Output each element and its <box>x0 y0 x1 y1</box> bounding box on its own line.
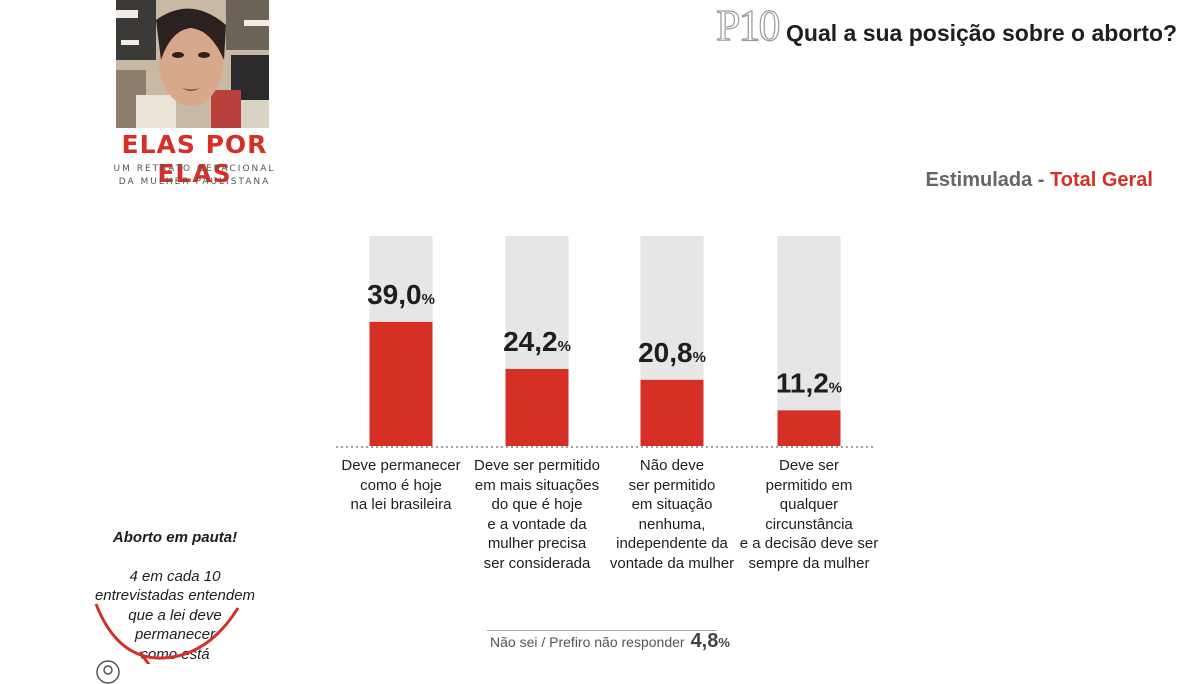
no-answer-value: 4,8 <box>690 630 719 652</box>
category-label: Deve ser permitido em mais situações do … <box>474 457 600 572</box>
data-label-value: 11,2 <box>776 367 829 398</box>
data-label: 11,2% <box>776 367 842 398</box>
data-label-value: 20,8 <box>638 337 693 368</box>
callout-title: Aborto em pauta! <box>112 528 238 546</box>
data-label-unit: % <box>558 338 571 355</box>
data-label: 20,8% <box>638 337 706 368</box>
subtitle-prefix: Estimulada - <box>925 169 1045 191</box>
data-label-unit: % <box>422 291 435 308</box>
callout-text: 4 em cada 10 entrevistadas entendem que … <box>94 567 256 663</box>
no-answer-unit: % <box>718 635 730 650</box>
subtitle-highlight: Total Geral <box>1050 169 1153 191</box>
bar <box>777 410 841 446</box>
chart-subtitle: Estimulada - Total Geral <box>926 169 1153 192</box>
bar <box>505 369 569 446</box>
logo: ELAS POR ELAS UM RETRATO GERACIONAL DA M… <box>112 0 277 190</box>
data-label: 24,2% <box>503 326 571 357</box>
bar <box>640 379 704 446</box>
category-label: Não deve ser permitido em situação nenhu… <box>609 457 735 572</box>
logo-subtitle-line1: UM RETRATO GERACIONAL <box>113 164 276 174</box>
data-label-unit: % <box>693 349 706 366</box>
data-label-unit: % <box>829 379 842 396</box>
bar <box>369 321 433 446</box>
data-label-value: 24,2 <box>503 326 558 357</box>
callout-bubble-tail <box>94 603 240 664</box>
logo-subtitle-line2: DA MULHER PAULISTANA <box>118 177 271 187</box>
category-label: Deve permanecer como é hoje na lei brasi… <box>341 457 461 513</box>
logo-collage-image <box>116 0 269 128</box>
callout: Aborto em pauta! 4 em cada 10 entrevista… <box>80 508 270 664</box>
category-label: Deve ser permitido em qualquer circunstâ… <box>739 457 879 572</box>
data-label-value: 39,0 <box>367 279 422 310</box>
question-title: Qual a sua posição sobre o aborto? <box>786 20 1178 46</box>
user-icon <box>96 660 120 684</box>
no-answer-label: Não sei / Prefiro não responder <box>490 634 685 650</box>
no-answer-note: Não sei / Prefiro não responder 4,8% <box>490 630 730 653</box>
logo-title: ELAS POR ELAS <box>121 130 268 188</box>
data-label: 39,0% <box>367 279 435 310</box>
question-code: P10 <box>715 1 781 50</box>
footer-divider <box>487 630 717 631</box>
